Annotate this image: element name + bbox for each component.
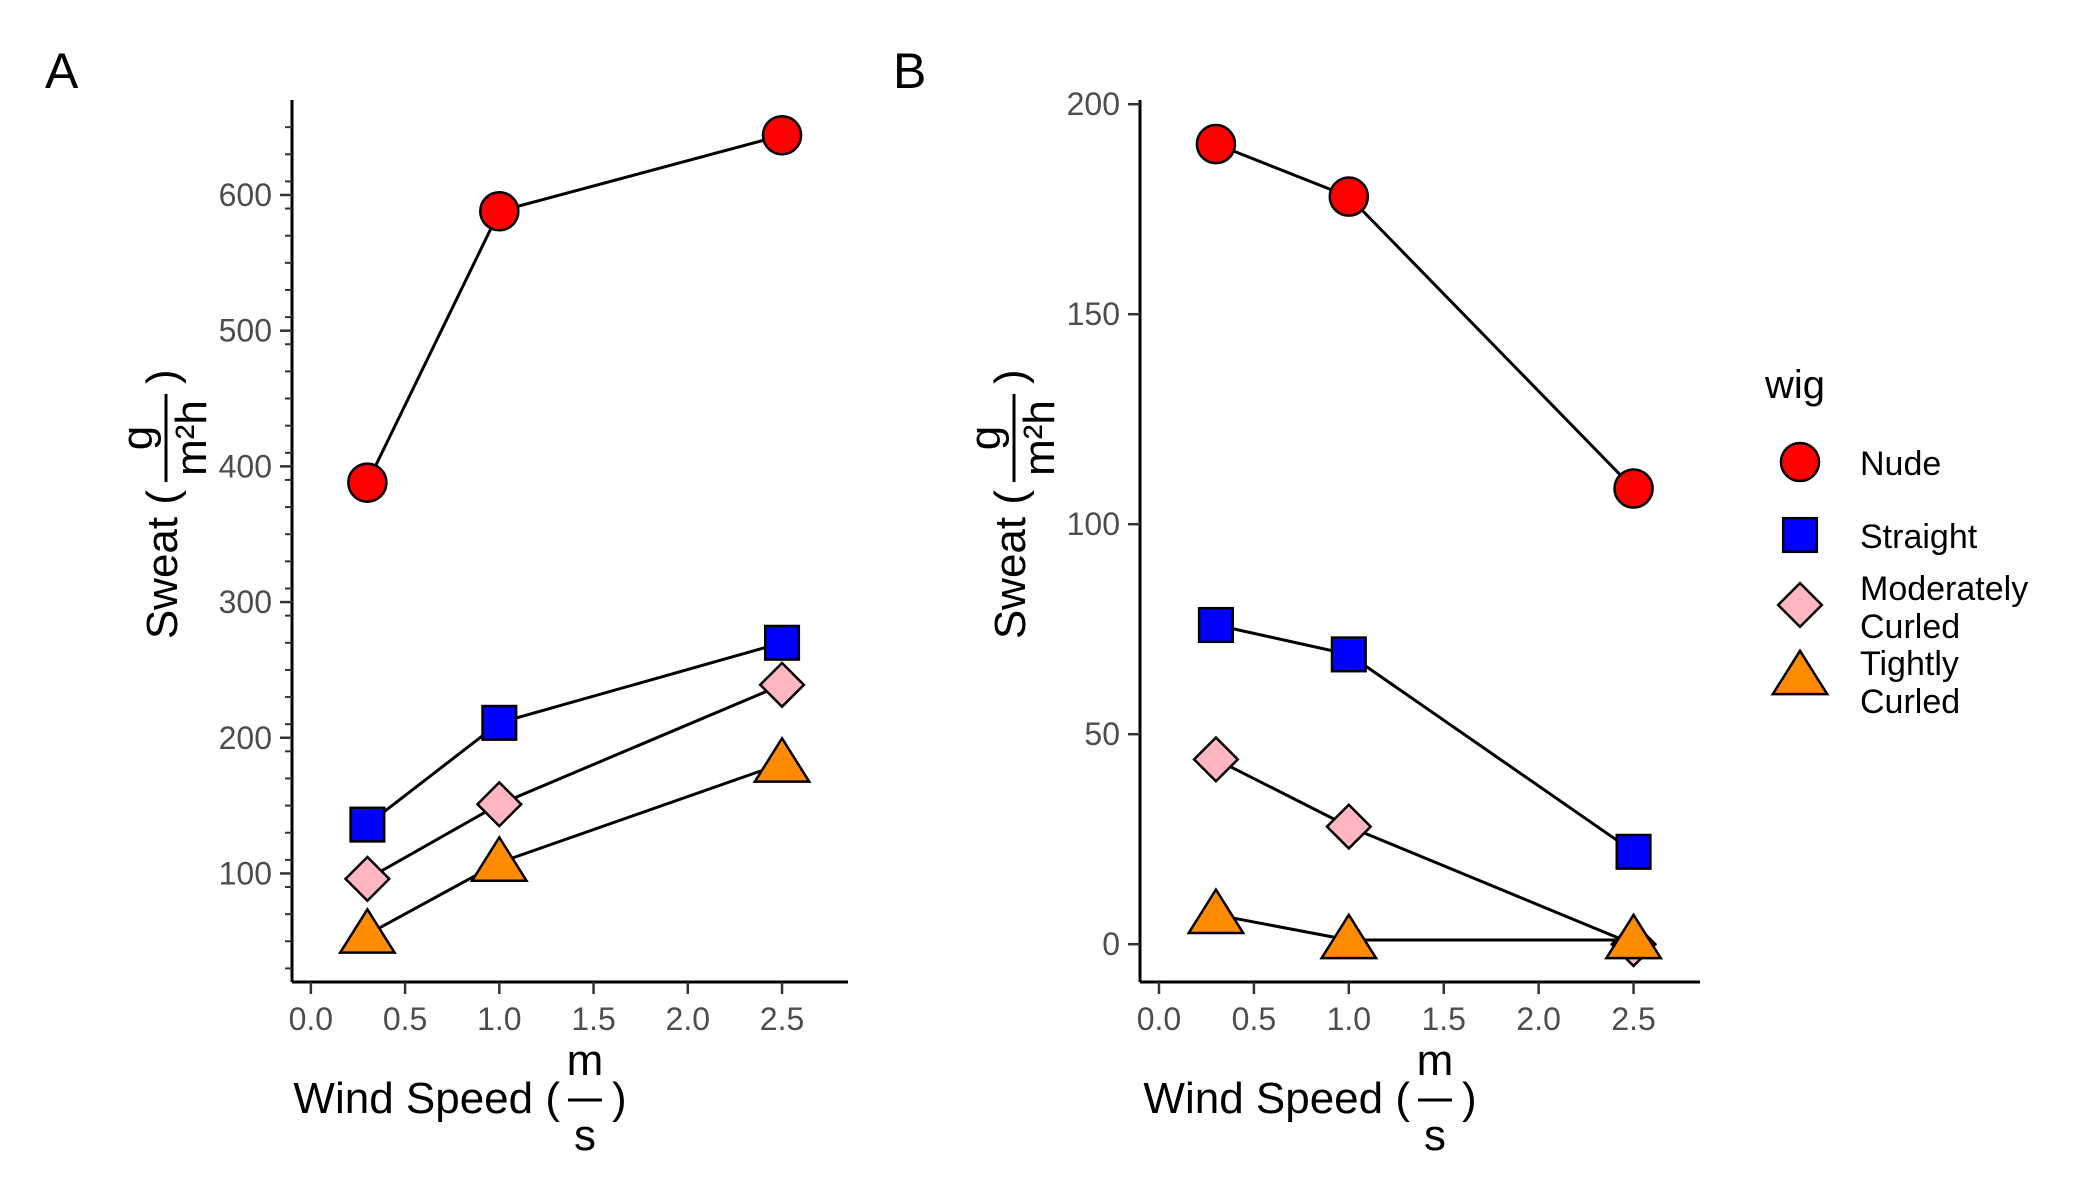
legend-label: Nude [1860, 445, 1941, 483]
data-point-moderately-curled [475, 780, 523, 828]
legend-item: Straight [1781, 516, 1978, 556]
x-axis-title-numerator: m [567, 1036, 604, 1085]
data-point-nude [347, 462, 388, 503]
y-axis-title-prefix: Sweat ( [138, 490, 187, 640]
y-tick-label: 100 [1067, 506, 1120, 542]
chart-panel-A: 0.0 0.5 1.0 1.5 2.0 2.5 100 200 300 400 500 600 Wind… [113, 100, 848, 1160]
data-point-straight [349, 806, 386, 843]
y-tick-label: 50 [1084, 716, 1120, 752]
x-tick-label: 0.0 [1137, 1001, 1181, 1037]
legend-marker-square [1781, 516, 1819, 554]
y-axis-title-suffix: ) [138, 369, 187, 384]
panel-label: A [45, 43, 79, 99]
legend-item: Tightly Curled [1770, 645, 1960, 721]
x-tick-label: 2.0 [666, 1001, 710, 1037]
legend-label-line: Curled [1860, 683, 1960, 721]
y-tick-label: 100 [219, 855, 272, 891]
data-point-nude [479, 190, 520, 232]
legend-title: wig [1764, 363, 1825, 407]
y-tick-label: 0 [1102, 926, 1120, 962]
legend-label-line: Tightly [1860, 645, 1959, 683]
legend-item: Nude [1779, 441, 1941, 483]
legend-label-moderately-curled: Moderately Curled [1860, 570, 2028, 646]
panel-label: B [893, 43, 926, 99]
legend-marker-diamond [1776, 581, 1824, 629]
data-point-straight [481, 704, 518, 741]
x-tick-label: 0.0 [289, 1001, 333, 1037]
y-axis-title: Sweat ( g m²h) [113, 369, 216, 639]
data-point-tightly-curled [1604, 912, 1664, 960]
series-line-moderately-curled [366, 683, 783, 881]
series-line-straight [1215, 623, 1635, 854]
data-point-tightly-curled [469, 835, 529, 882]
data-point-moderately-curled [343, 855, 391, 903]
data-point-straight [1615, 833, 1652, 870]
legend-label: Straight [1860, 518, 1978, 556]
x-axis-title-numerator: m [1417, 1036, 1454, 1085]
x-tick-label: 0.5 [1232, 1001, 1276, 1037]
y-axis-title-prefix: Sweat ( [986, 490, 1035, 640]
series-line-nude [366, 133, 783, 484]
series-line-moderately-curled [1215, 758, 1635, 946]
x-tick-label: 1.0 [477, 1001, 521, 1037]
y-tick-label: 500 [219, 313, 272, 349]
x-tick-label: 1.0 [1327, 1001, 1371, 1037]
y-axis-title: Sweat ( g m²h) [961, 369, 1064, 639]
data-point-moderately-curled [1192, 735, 1240, 784]
legend-label-tightly-curled: Tightly Curled [1860, 645, 1960, 721]
legend-label-line: Curled [1860, 608, 1960, 646]
y-tick-label: 600 [219, 177, 272, 213]
data-point-moderately-curled [758, 661, 806, 709]
chart-panel-B: 0.0 0.5 1.0 1.5 2.0 2.5 0 50 100 150 200 Wind Speed… [961, 86, 1700, 1160]
y-tick-label: 200 [219, 720, 272, 756]
data-point-tightly-curled [337, 906, 397, 954]
legend-label-line: Moderately [1860, 570, 2028, 608]
y-tick-label: 300 [219, 584, 272, 620]
data-point-nude [1195, 123, 1237, 165]
data-point-nude [1328, 176, 1370, 217]
x-axis-title-denominator: s [1424, 1111, 1446, 1160]
x-axis-title: Wind Speed (ms) [293, 1036, 626, 1160]
x-axis-title-suffix: ) [612, 1074, 627, 1123]
y-tick-label: 200 [1067, 86, 1120, 122]
data-point-tightly-curled [1186, 887, 1246, 935]
x-axis-title: Wind Speed (ms) [1143, 1036, 1476, 1160]
y-tick-label: 150 [1067, 296, 1120, 332]
y-axis-title-denominator: m²h [167, 400, 216, 476]
x-tick-label: 1.5 [1421, 1001, 1465, 1037]
x-tick-label: 2.0 [1516, 1001, 1560, 1037]
data-point-nude [1613, 468, 1654, 509]
legend-marker-circle [1779, 441, 1821, 483]
x-tick-label: 2.5 [760, 1001, 804, 1037]
legend-marker-triangle [1770, 648, 1830, 696]
data-point-tightly-curled [1319, 912, 1379, 960]
x-axis-title-denominator: s [574, 1111, 596, 1160]
data-point-nude [761, 114, 803, 156]
x-tick-label: 1.5 [571, 1001, 615, 1037]
legend-item: Moderately Curled [1776, 570, 2028, 646]
x-tick-label: 2.5 [1611, 1001, 1655, 1037]
series-line-tightly-curled [366, 762, 783, 936]
y-axis-title-suffix: ) [986, 369, 1035, 384]
x-axis-title-suffix: ) [1462, 1074, 1477, 1123]
y-axis-title-numerator: g [113, 426, 162, 450]
x-axis-title-prefix: Wind Speed ( [1143, 1074, 1410, 1123]
data-point-straight [1197, 606, 1234, 644]
data-point-tightly-curled [752, 735, 812, 783]
series-line-straight [366, 641, 783, 826]
x-tick-label: 0.5 [383, 1001, 427, 1037]
data-point-straight [763, 624, 801, 661]
y-tick-label: 400 [219, 448, 272, 484]
data-point-moderately-curled [1325, 802, 1373, 851]
y-axis-title-numerator: g [961, 426, 1010, 450]
data-point-straight [1330, 636, 1367, 673]
y-axis-title-denominator: m²h [1015, 400, 1064, 476]
x-axis-title-prefix: Wind Speed ( [293, 1074, 560, 1123]
series-line-nude [1215, 142, 1635, 490]
